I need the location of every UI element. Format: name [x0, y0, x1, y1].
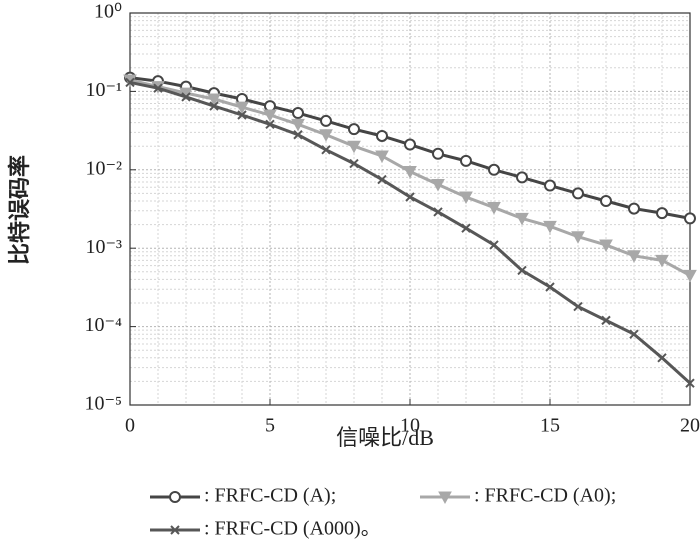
x-tick-label: 5: [265, 415, 275, 437]
marker: [601, 315, 611, 326]
legend-label: : FRFC-CD (A0);: [474, 485, 616, 507]
y-tick-label: 10⁻⁵: [84, 393, 122, 415]
x-tick-label: 0: [125, 415, 135, 437]
marker: [517, 265, 527, 276]
marker: [321, 145, 331, 155]
marker: [655, 254, 669, 268]
marker: [438, 491, 452, 505]
marker: [600, 194, 612, 207]
marker: [571, 231, 585, 244]
marker: [432, 147, 444, 160]
marker: [377, 174, 387, 185]
marker: [487, 202, 501, 215]
marker: [515, 212, 529, 226]
marker: [628, 202, 640, 215]
marker: [545, 282, 555, 292]
y-tick-label: 10⁰: [94, 1, 122, 23]
marker: [293, 130, 303, 140]
marker: [516, 171, 528, 184]
marker: [319, 129, 333, 142]
marker: [684, 212, 696, 225]
x-axis-label: 信噪比/dB: [336, 425, 434, 450]
marker: [461, 223, 471, 233]
y-axis-label: 比特误码率: [7, 155, 32, 265]
marker: [348, 123, 360, 136]
marker: [656, 207, 668, 220]
marker: [685, 378, 695, 388]
marker: [431, 178, 445, 192]
marker: [460, 154, 472, 167]
marker: [572, 187, 584, 200]
marker: [629, 329, 639, 339]
marker: [683, 269, 697, 283]
marker: [125, 77, 135, 88]
marker: [489, 240, 499, 250]
marker: [376, 129, 388, 142]
marker: [433, 207, 443, 217]
marker: [263, 109, 277, 123]
y-tick-label: 10⁻²: [85, 157, 122, 179]
marker: [235, 101, 249, 115]
marker: [403, 166, 417, 179]
marker: [207, 93, 221, 107]
plot-frame: [129, 12, 691, 406]
marker: [599, 239, 613, 252]
x-tick-label: 10: [400, 415, 420, 437]
marker: [657, 353, 667, 363]
marker: [459, 191, 473, 205]
marker: [292, 107, 304, 120]
marker: [265, 119, 275, 130]
marker: [169, 491, 181, 503]
marker: [375, 150, 389, 164]
marker: [291, 118, 305, 132]
x-tick-label: 20: [680, 415, 700, 437]
marker: [405, 192, 415, 202]
marker: [404, 138, 416, 151]
marker: [181, 92, 191, 102]
marker: [573, 301, 583, 312]
y-tick-label: 10⁻³: [85, 236, 122, 258]
marker: [488, 163, 500, 176]
y-tick-label: 10⁻⁴: [84, 314, 122, 336]
marker: [320, 114, 332, 127]
legend-label: : FRFC-CD (A000)。: [204, 518, 381, 540]
marker: [347, 140, 361, 154]
legend-label: : FRFC-CD (A);: [204, 485, 336, 507]
marker: [543, 220, 557, 234]
marker: [544, 179, 556, 192]
y-tick-label: 10⁻¹: [85, 79, 122, 101]
marker: [153, 83, 163, 93]
marker: [170, 525, 180, 535]
x-tick-label: 15: [540, 415, 560, 437]
marker: [627, 250, 641, 263]
marker: [209, 101, 219, 111]
marker: [349, 158, 359, 169]
marker: [237, 110, 247, 120]
